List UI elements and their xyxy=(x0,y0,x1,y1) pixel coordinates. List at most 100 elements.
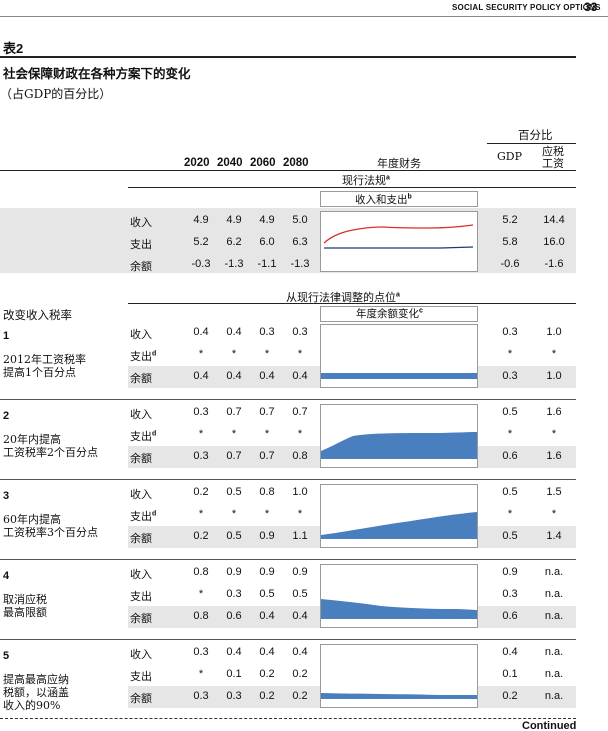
option-cell: * xyxy=(264,428,270,440)
continued-rule xyxy=(0,718,576,719)
option-row-label: 收入 xyxy=(130,406,152,422)
option-cell: * xyxy=(264,348,270,360)
option-cell: * xyxy=(198,348,204,360)
balance-change-chart xyxy=(320,564,478,628)
current-law-row-label: 支出 xyxy=(130,238,152,251)
option-number: 4 xyxy=(3,570,10,582)
option-wage-cell: * xyxy=(551,428,557,440)
option-cell: 1.0 xyxy=(292,486,308,498)
option-row-label: 余额 xyxy=(130,690,152,706)
option-cell: 0.8 xyxy=(193,566,209,578)
option-cell: * xyxy=(198,668,204,680)
current-law-chart-label: 收入和支出b xyxy=(355,193,412,207)
option-wage-cell: * xyxy=(551,348,557,360)
option-cell: 0.4 xyxy=(259,370,275,382)
top-rule xyxy=(0,16,608,17)
option-row-name: 余额 xyxy=(130,372,152,385)
option-row-label: 余额 xyxy=(130,370,152,386)
option-cell: 0.2 xyxy=(259,668,275,680)
option-cell: 0.2 xyxy=(292,690,308,702)
option-row-name: 余额 xyxy=(130,692,152,705)
option-cell: 0.5 xyxy=(292,588,308,600)
option-row-sup: d xyxy=(152,350,157,358)
option-row-label: 支出d xyxy=(130,348,156,364)
option-row-name: 收入 xyxy=(130,328,152,341)
option-wage-cell: n.a. xyxy=(544,610,564,622)
current-law-wage-cell: 14.4 xyxy=(543,214,565,226)
option-desc-line3: 收入的90% xyxy=(3,699,61,712)
option-cell: * xyxy=(231,428,237,440)
adjustment-section-label: 从现行法律调整的点位a xyxy=(286,291,400,304)
option-cell: 0.4 xyxy=(226,370,242,382)
current-law-cell: 4.9 xyxy=(226,214,242,226)
title-rule xyxy=(0,56,576,58)
balance-change-area xyxy=(321,373,477,379)
option-separator xyxy=(0,479,576,480)
option-cell: 0.7 xyxy=(292,406,308,418)
current-law-row-label: 收入 xyxy=(130,216,152,229)
adjustment-section-rule xyxy=(128,303,576,304)
current-law-cell: 4.9 xyxy=(193,214,209,226)
option-row-label: 支出d xyxy=(130,428,156,444)
year-header-2020: 2020 xyxy=(184,157,210,169)
outlay-line xyxy=(324,246,474,249)
option-cell: 0.7 xyxy=(259,406,275,418)
option-desc-line1: 60年内提高 xyxy=(3,513,61,526)
option-desc-line1: 取消应税 xyxy=(3,593,47,606)
current-law-chart xyxy=(320,211,478,272)
revenue-line xyxy=(323,224,474,244)
option-wage-cell: n.a. xyxy=(544,690,564,702)
option-cell: * xyxy=(297,508,303,520)
option-row-label: 余额 xyxy=(130,610,152,626)
option-cell: * xyxy=(264,508,270,520)
option-separator xyxy=(0,399,576,400)
option-gdp-cell: 0.9 xyxy=(502,566,518,578)
current-law-cell: 6.3 xyxy=(292,236,308,248)
current-law-gdp-cell: -0.6 xyxy=(500,258,520,270)
current-law-cell: 5.0 xyxy=(292,214,308,226)
option-cell: * xyxy=(231,348,237,360)
option-cell: 0.7 xyxy=(226,406,242,418)
option-cell: 0.3 xyxy=(193,406,209,418)
option-wage-cell: 1.5 xyxy=(546,486,562,498)
option-wage-cell: 1.6 xyxy=(546,450,562,462)
option-wage-cell: 1.0 xyxy=(546,326,562,338)
balance-change-area xyxy=(321,432,477,459)
option-wage-cell: n.a. xyxy=(544,566,564,578)
option-desc-line1: 2012年工资税率 xyxy=(3,353,86,366)
option-gdp-cell: 0.4 xyxy=(502,646,518,658)
option-cell: 0.4 xyxy=(292,370,308,382)
option-desc-line2: 工资税率2个百分点 xyxy=(3,446,98,459)
option-cell: 0.5 xyxy=(226,530,242,542)
current-law-row-label: 余额 xyxy=(130,260,152,273)
header-rule xyxy=(0,170,576,171)
current-law-cell: -1.3 xyxy=(224,258,244,270)
option-number: 3 xyxy=(3,490,10,502)
option-number: 2 xyxy=(3,410,10,422)
option-desc-line2: 工资税率3个百分点 xyxy=(3,526,98,539)
option-row-name: 支出 xyxy=(130,590,152,603)
current-law-shade xyxy=(0,208,576,273)
option-cell: 0.3 xyxy=(226,588,242,600)
option-gdp-cell: 0.3 xyxy=(502,588,518,600)
option-wage-cell: * xyxy=(551,508,557,520)
option-row-name: 收入 xyxy=(130,648,152,661)
option-cell: 0.9 xyxy=(259,530,275,542)
option-row-label: 余额 xyxy=(130,530,152,546)
option-gdp-cell: 0.6 xyxy=(502,450,518,462)
option-gdp-cell: 0.5 xyxy=(502,406,518,418)
option-row-name: 收入 xyxy=(130,568,152,581)
option-cell: 0.7 xyxy=(226,450,242,462)
balance-change-chart xyxy=(320,484,478,548)
annual-header: 年度财务 xyxy=(377,157,421,170)
option-gdp-cell: * xyxy=(507,428,513,440)
option-wage-cell: 1.6 xyxy=(546,406,562,418)
option-row-name: 余额 xyxy=(130,612,152,625)
option-separator xyxy=(0,559,576,560)
option-gdp-cell: 0.5 xyxy=(502,530,518,542)
balance-change-area xyxy=(321,512,477,539)
option-row-name: 支出 xyxy=(130,510,152,523)
option-cell: 0.1 xyxy=(226,668,242,680)
option-row-label: 支出 xyxy=(130,668,152,684)
option-row-name: 支出 xyxy=(130,350,152,363)
